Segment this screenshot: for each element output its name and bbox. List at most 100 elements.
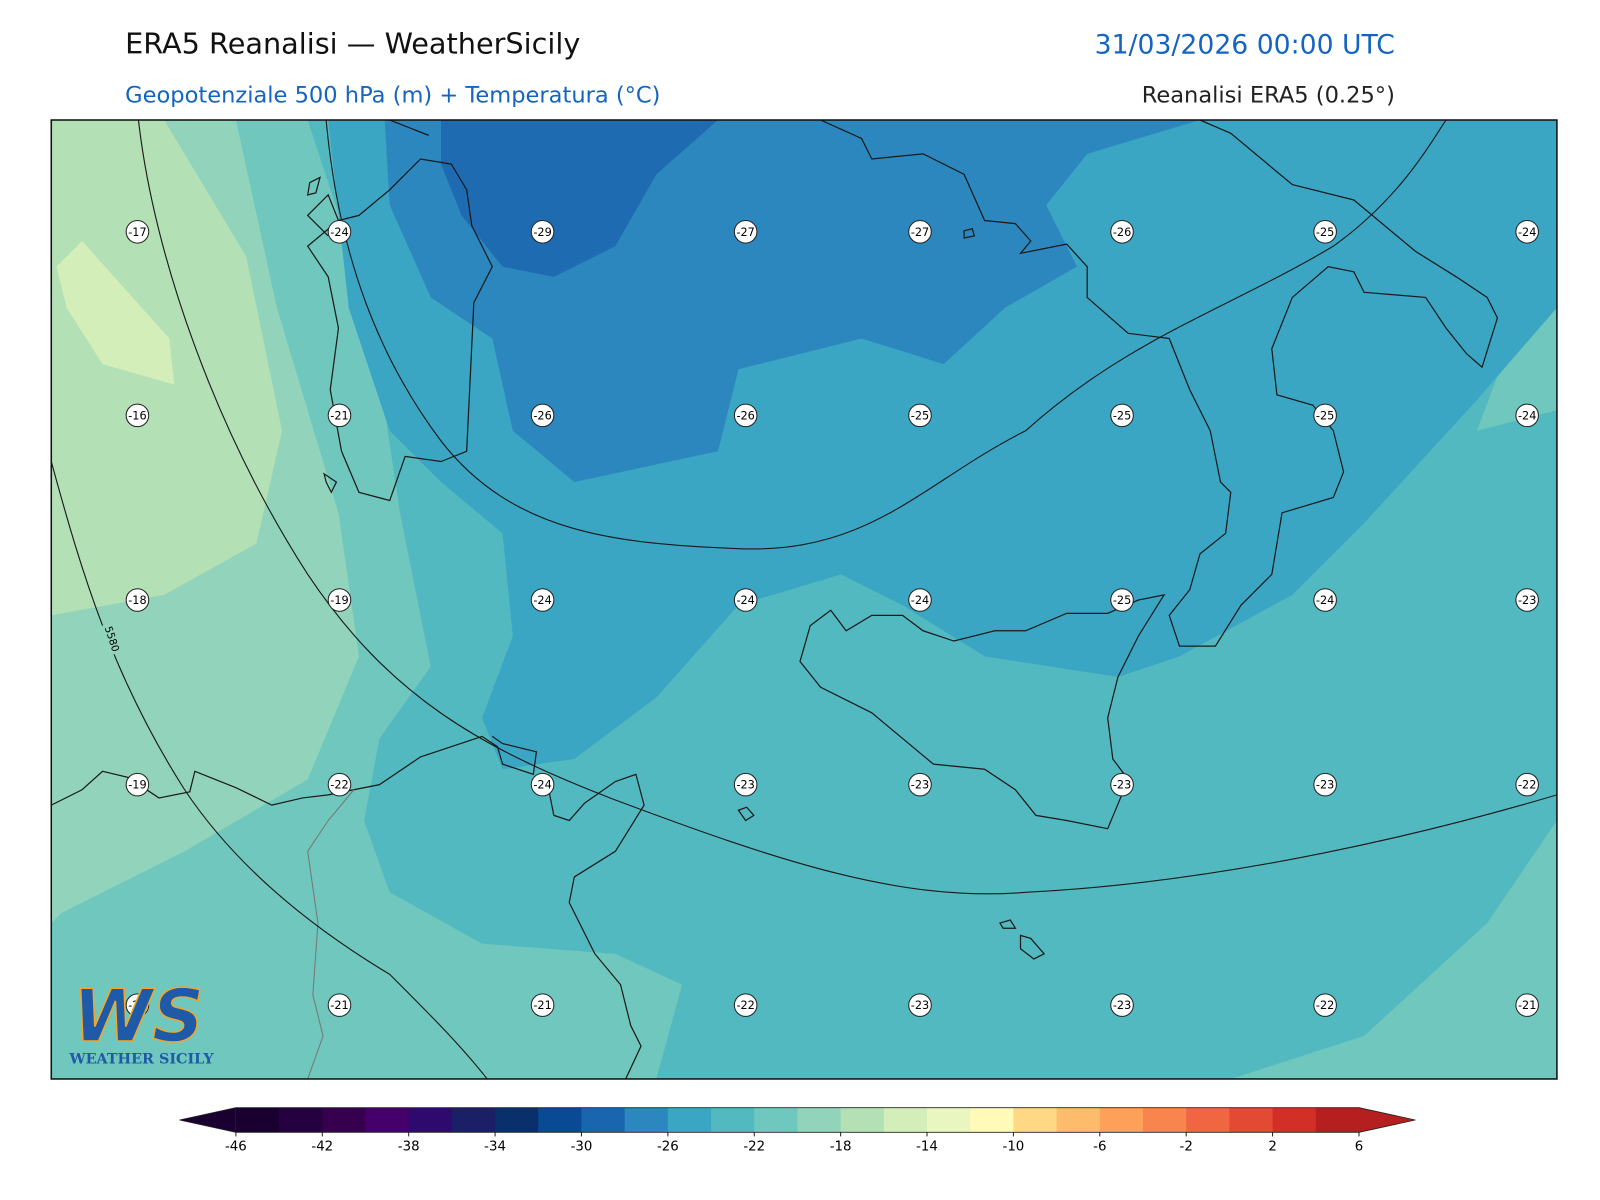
temperature-label: -24 <box>533 594 551 607</box>
label-marker <box>530 219 555 244</box>
colorbar-band <box>322 1107 366 1133</box>
label-marker <box>1515 403 1539 428</box>
temperature-label: -23 <box>911 779 929 792</box>
temperature-label: -25 <box>911 409 929 422</box>
label-marker <box>125 772 150 797</box>
colorbar-band <box>581 1107 626 1133</box>
colorbar-tick-label: -38 <box>398 1140 420 1155</box>
colorbar-band <box>711 1107 755 1133</box>
logo-initials: WS <box>73 974 204 1058</box>
label-marker <box>530 403 555 428</box>
label-marker <box>1313 993 1337 1017</box>
label-marker <box>908 772 932 797</box>
colorbar-band <box>1186 1107 1230 1133</box>
colorbar-band <box>279 1107 323 1133</box>
label-marker <box>125 993 150 1017</box>
temperature-label: -19 <box>128 779 146 792</box>
temperature-label: -21 <box>330 999 348 1012</box>
label-marker <box>733 993 758 1017</box>
label-marker <box>908 993 932 1017</box>
colorbar-tick-label: -46 <box>225 1140 247 1155</box>
colorbar-tick-label: -2 <box>1180 1140 1193 1155</box>
label-marker <box>327 403 352 428</box>
temperature-label: -23 <box>1113 779 1131 792</box>
colorbar-band <box>754 1107 798 1133</box>
label-marker <box>1515 772 1539 797</box>
colorbar-tick-label: -30 <box>571 1140 593 1155</box>
colorbar-tick-label: -22 <box>743 1140 765 1155</box>
label-marker <box>327 993 352 1017</box>
field <box>56 241 175 385</box>
colorbar-band <box>451 1107 496 1133</box>
temperature-label: -24 <box>736 594 754 607</box>
map-frame <box>50 119 1558 1080</box>
label-marker <box>908 219 932 244</box>
temperature-label: -23 <box>736 779 754 792</box>
colorbar-band <box>883 1107 928 1133</box>
logo-name: WEATHER SICILY <box>69 1052 215 1068</box>
label-marker <box>1515 993 1539 1017</box>
colorbar: -46 -42 -38 -34 -30 -26 -22 -18 -14 -10 -6 -2 2 6 <box>179 1107 1416 1155</box>
logo: WS WEATHER SICILY <box>69 973 215 1068</box>
temperature-labels: -17 -24 -29 -27 -27 -26 -25 -24 -16 -21 -26 -26 -25 -… <box>125 219 1539 1017</box>
temperature-label: -16 <box>128 409 146 422</box>
subtitle: Geopotenziale 500 hPa (m) + Temperatura … <box>125 83 660 109</box>
colorbar-tick-label: -26 <box>657 1140 679 1155</box>
colorbar-band <box>1056 1107 1101 1133</box>
colorbar-extension <box>1358 1107 1416 1133</box>
label-marker <box>1515 588 1539 612</box>
colorbar-tick-label: -42 <box>311 1140 333 1155</box>
colorbar-tick-label: -34 <box>484 1140 506 1155</box>
temperature-label: -18 <box>128 594 146 607</box>
label-marker <box>908 403 932 428</box>
colorbar-band <box>235 1107 280 1133</box>
coastline <box>820 119 1499 647</box>
temperature-label: -24 <box>1316 594 1334 607</box>
colorbar-band <box>797 1107 842 1133</box>
label-marker <box>733 772 758 797</box>
label-marker <box>1313 403 1337 428</box>
colorbar-band <box>667 1107 712 1133</box>
coastline <box>799 593 1166 830</box>
label-marker <box>530 588 555 612</box>
field <box>1476 307 1557 431</box>
label-marker <box>327 772 352 797</box>
temperature-label: -24 <box>533 779 551 792</box>
label-marker <box>733 403 758 428</box>
label-marker <box>1110 993 1134 1017</box>
label-marker <box>327 219 352 244</box>
colorbar-band <box>365 1107 410 1133</box>
colorbar-band <box>495 1107 539 1133</box>
geopotential-contour <box>51 461 488 1079</box>
colorbar-band <box>1272 1107 1317 1133</box>
label-marker <box>1110 772 1134 797</box>
colorbar-tick-label: -6 <box>1093 1140 1106 1155</box>
temperature-label: -25 <box>1316 226 1334 239</box>
geopotential-contour <box>325 119 1447 550</box>
border <box>307 789 355 1079</box>
colorbar-extension <box>179 1107 236 1133</box>
label-marker <box>1110 219 1134 244</box>
label-marker <box>1515 219 1539 244</box>
label-marker <box>125 588 150 612</box>
temperature-label: -24 <box>911 594 929 607</box>
temperature-label: -25 <box>1113 594 1131 607</box>
temperature-label: -17 <box>128 226 146 239</box>
geopotential-contour <box>137 119 1557 895</box>
colorbar-band <box>840 1107 885 1133</box>
temperature-label: -27 <box>911 226 929 239</box>
colorbar-band <box>1229 1107 1274 1133</box>
temperature-label: -21 <box>1518 999 1536 1012</box>
label-marker <box>530 772 555 797</box>
title: ERA5 Reanalisi — WeatherSicily <box>125 26 580 60</box>
colorbar-band <box>1142 1107 1187 1133</box>
coastline <box>306 176 1046 960</box>
temperature-label: -22 <box>330 779 348 792</box>
temperature-label: -24 <box>1518 409 1536 422</box>
temperature-label: -26 <box>1113 226 1131 239</box>
temperature-label: -23 <box>1113 999 1131 1012</box>
temperature-label: -22 <box>1316 999 1334 1012</box>
label-marker <box>1110 588 1134 612</box>
